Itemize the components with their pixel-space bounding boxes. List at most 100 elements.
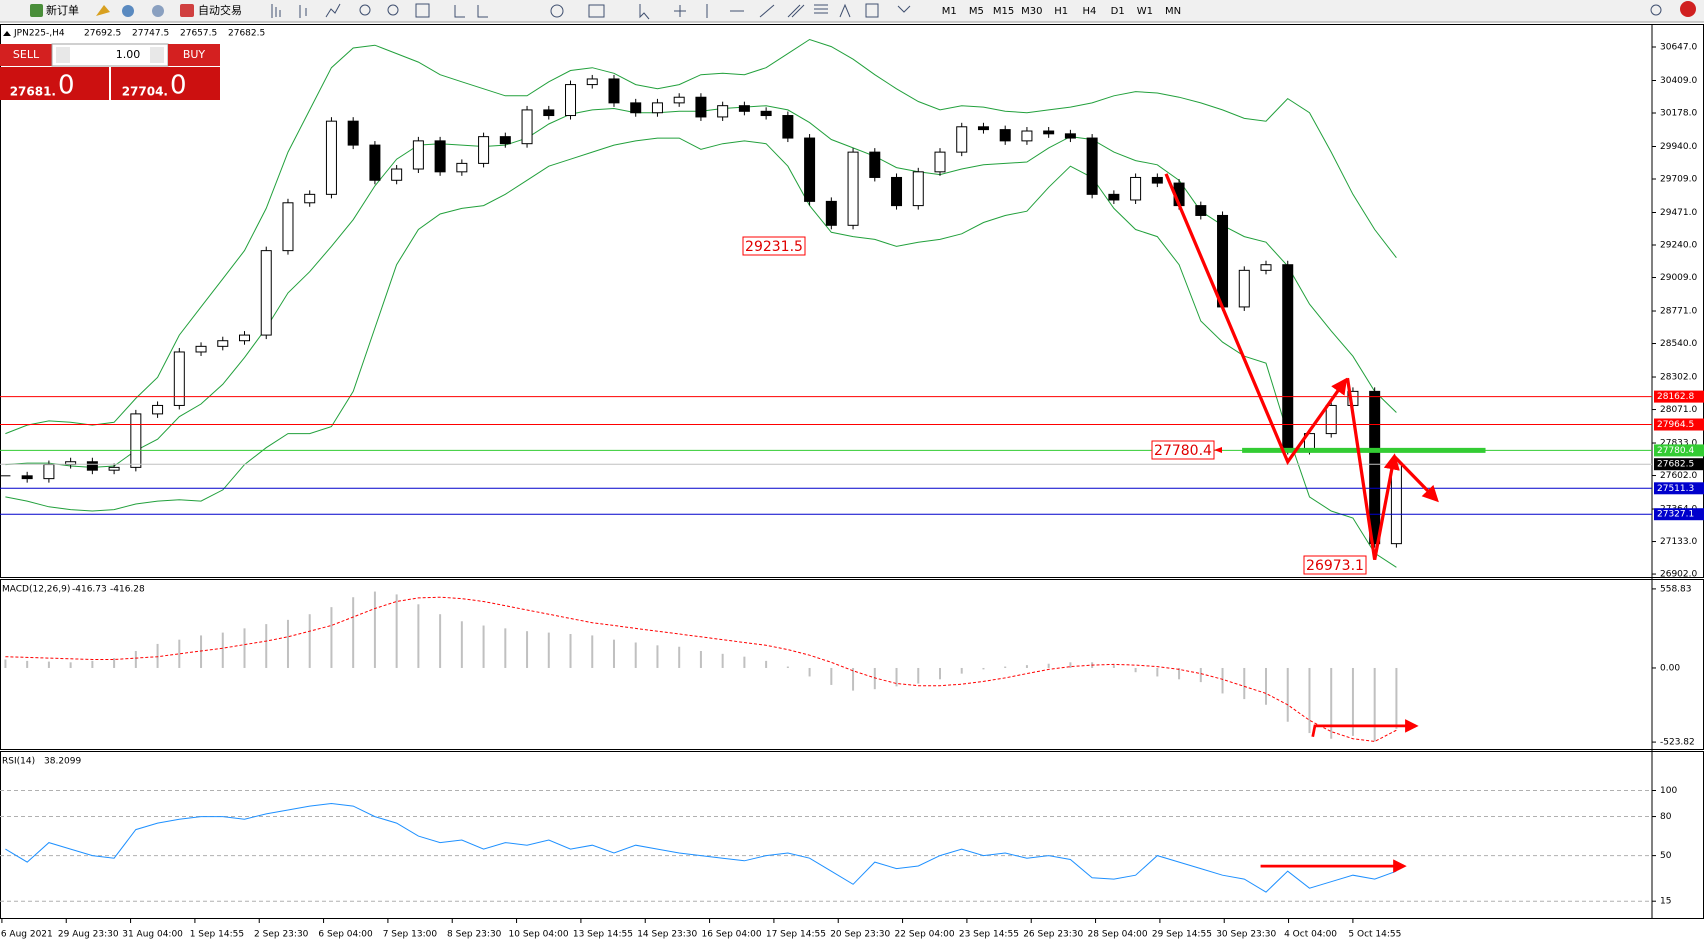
period-icon[interactable]: [550, 4, 564, 18]
timeframe-button[interactable]: M15: [993, 6, 1014, 17]
sell-button[interactable]: [0, 44, 52, 66]
timeframe-button[interactable]: M30: [1021, 6, 1042, 17]
candle-body: [1238, 269, 1250, 308]
channel-icon[interactable]: [787, 4, 805, 18]
tool-icon[interactable]: [152, 5, 164, 17]
trendline-icon[interactable]: [759, 4, 775, 18]
new-order-button[interactable]: 新订单: [46, 3, 79, 17]
candle-body: [804, 137, 816, 202]
candle-body: [1108, 193, 1120, 201]
autoscroll-icon[interactable]: [477, 5, 488, 18]
timeframe-button[interactable]: M5: [969, 6, 984, 17]
candle-body: [478, 136, 490, 164]
macd-bar: [1330, 667, 1333, 739]
macd-bar: [1373, 667, 1376, 742]
y-tick-label: 28771.0: [1660, 307, 1697, 317]
macd-bar: [526, 631, 529, 668]
auto-trading-icon[interactable]: [180, 4, 194, 17]
template-icon[interactable]: [588, 4, 605, 18]
y-tick-label: 29940.0: [1660, 142, 1697, 152]
timeframe-button[interactable]: D1: [1111, 6, 1125, 17]
timeframe-button[interactable]: H1: [1054, 6, 1068, 17]
macd-bar: [91, 660, 94, 668]
y-tick-label: 27133.0: [1660, 537, 1697, 547]
cursor-icon[interactable]: [639, 4, 650, 20]
price-label-bg: [1654, 482, 1704, 495]
macd-bar: [634, 642, 637, 668]
one-click-trading: SELL 1.00 BUY 27681. 0 27704. 0: [0, 43, 220, 101]
macd-bar: [1178, 667, 1181, 680]
macd-bar: [982, 667, 985, 670]
text-icon[interactable]: [839, 3, 851, 18]
macd-main-value: -416.73: [72, 585, 107, 595]
x-tick-label: 29 Aug 23:30: [58, 930, 119, 940]
candle-body: [1151, 176, 1163, 184]
tile-icon[interactable]: [415, 3, 430, 18]
macd-bar: [895, 667, 898, 687]
x-tick-label: 31 Aug 04:00: [122, 930, 183, 940]
macd-bar: [4, 659, 7, 668]
x-tick-label: 23 Sep 14:55: [959, 930, 1019, 940]
candle-body: [565, 84, 577, 117]
toolbar-icons: [271, 3, 911, 20]
tool-icon[interactable]: [96, 5, 110, 16]
candle-body: [695, 96, 707, 118]
macd-bar: [656, 645, 659, 668]
x-tick-label: 30 Sep 23:30: [1216, 930, 1276, 940]
candle-body: [608, 78, 620, 104]
bar-chart-icon[interactable]: [271, 4, 281, 18]
lot-value[interactable]: 1.00: [116, 48, 141, 61]
toolbar: 新订单 自动交易 M1 M5 M15 M30 H1 H: [0, 0, 1704, 23]
buy-label[interactable]: BUY: [183, 48, 206, 61]
macd-bar: [678, 646, 681, 668]
shift-icon[interactable]: [454, 5, 465, 18]
timeframe-button[interactable]: M1: [942, 6, 957, 17]
y-tick-label: 30178.0: [1660, 109, 1697, 119]
price-label-bg: [1654, 390, 1704, 403]
price-label: 28162.8: [1657, 392, 1694, 402]
price-label: 27964.5: [1657, 420, 1694, 430]
price-label: 27327.1: [1657, 510, 1694, 520]
auto-trading-button[interactable]: 自动交易: [198, 3, 242, 17]
candle-body: [956, 126, 968, 153]
candle-body: [1195, 205, 1207, 216]
sell-price-box[interactable]: [0, 67, 109, 100]
buy-button[interactable]: [168, 44, 220, 66]
line-icon[interactable]: [325, 3, 341, 18]
timeframe-button[interactable]: H4: [1082, 6, 1096, 17]
new-order-icon[interactable]: [30, 4, 43, 17]
y-tick-label: 27602.0: [1660, 471, 1697, 481]
header-marker: [3, 31, 11, 36]
price-annotation-box: [742, 236, 806, 256]
lot-down[interactable]: [56, 47, 70, 63]
x-tick-label: 5 Oct 14:55: [1348, 930, 1401, 940]
label-icon[interactable]: [865, 3, 879, 18]
timeframe-button[interactable]: MN: [1165, 6, 1181, 17]
notification-badge[interactable]: [1680, 1, 1696, 17]
lot-up[interactable]: [150, 47, 164, 63]
tool-icon[interactable]: [122, 5, 134, 17]
candle-body: [999, 129, 1011, 142]
price-label-bg: [1654, 458, 1704, 471]
timeframe-button[interactable]: W1: [1137, 6, 1153, 17]
zoom-out-icon[interactable]: [387, 4, 399, 16]
price-label: 27682.5: [1657, 460, 1694, 470]
arrows-icon[interactable]: [897, 5, 911, 13]
y-tick-label: 558.83: [1660, 584, 1692, 594]
macd-bar: [721, 653, 724, 668]
drawn-arrows: [1164, 173, 1439, 873]
crosshair-icon[interactable]: [674, 5, 686, 17]
candle-icon[interactable]: [299, 5, 307, 18]
sell-label[interactable]: SELL: [13, 48, 40, 61]
x-tick-label: 26 Aug 2021: [0, 930, 53, 940]
macd-bar: [1047, 663, 1050, 668]
buy-price-box[interactable]: [111, 67, 220, 100]
macd-bar: [308, 614, 311, 668]
macd-bar: [286, 619, 289, 668]
fibo-icon[interactable]: [814, 4, 828, 14]
y-tick-label: 80: [1660, 812, 1672, 822]
y-tick-label: 27833.0: [1660, 439, 1697, 449]
search-icon[interactable]: [1650, 4, 1662, 16]
macd-bar: [243, 628, 246, 668]
zoom-in-icon[interactable]: [359, 4, 371, 16]
